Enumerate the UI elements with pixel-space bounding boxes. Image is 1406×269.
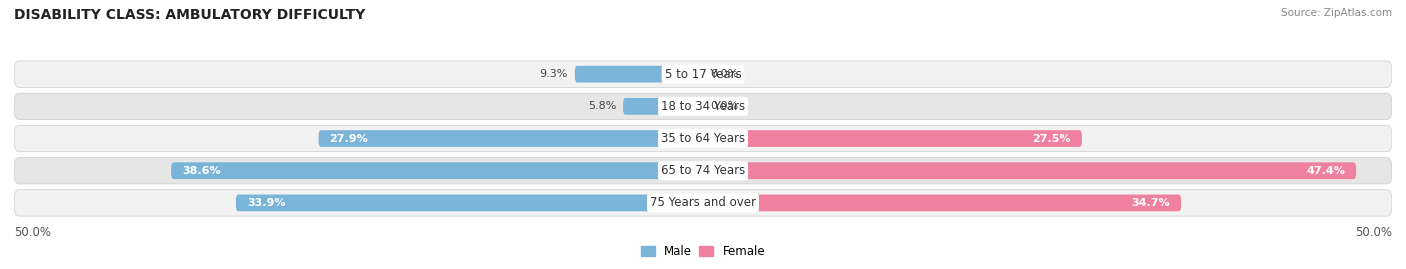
- Text: Source: ZipAtlas.com: Source: ZipAtlas.com: [1281, 8, 1392, 18]
- FancyBboxPatch shape: [14, 158, 1392, 184]
- Text: DISABILITY CLASS: AMBULATORY DIFFICULTY: DISABILITY CLASS: AMBULATORY DIFFICULTY: [14, 8, 366, 22]
- FancyBboxPatch shape: [703, 130, 1083, 147]
- Text: 0.0%: 0.0%: [710, 69, 738, 79]
- Text: 50.0%: 50.0%: [14, 226, 51, 239]
- Text: 18 to 34 Years: 18 to 34 Years: [661, 100, 745, 113]
- FancyBboxPatch shape: [14, 190, 1392, 216]
- Text: 33.9%: 33.9%: [247, 198, 285, 208]
- Text: 27.5%: 27.5%: [1032, 133, 1071, 144]
- FancyBboxPatch shape: [172, 162, 703, 179]
- Text: 50.0%: 50.0%: [1355, 226, 1392, 239]
- Text: 27.9%: 27.9%: [329, 133, 368, 144]
- Text: 5.8%: 5.8%: [588, 101, 616, 111]
- FancyBboxPatch shape: [703, 194, 1181, 211]
- Legend: Male, Female: Male, Female: [636, 240, 770, 262]
- Text: 9.3%: 9.3%: [540, 69, 568, 79]
- Text: 0.0%: 0.0%: [710, 101, 738, 111]
- FancyBboxPatch shape: [319, 130, 703, 147]
- Text: 38.6%: 38.6%: [183, 166, 221, 176]
- FancyBboxPatch shape: [623, 98, 703, 115]
- FancyBboxPatch shape: [236, 194, 703, 211]
- Text: 5 to 17 Years: 5 to 17 Years: [665, 68, 741, 81]
- FancyBboxPatch shape: [14, 61, 1392, 87]
- FancyBboxPatch shape: [575, 66, 703, 83]
- Text: 34.7%: 34.7%: [1132, 198, 1170, 208]
- FancyBboxPatch shape: [703, 162, 1357, 179]
- Text: 65 to 74 Years: 65 to 74 Years: [661, 164, 745, 177]
- Text: 47.4%: 47.4%: [1306, 166, 1346, 176]
- Text: 75 Years and over: 75 Years and over: [650, 196, 756, 209]
- Text: 35 to 64 Years: 35 to 64 Years: [661, 132, 745, 145]
- FancyBboxPatch shape: [14, 93, 1392, 119]
- FancyBboxPatch shape: [14, 125, 1392, 152]
